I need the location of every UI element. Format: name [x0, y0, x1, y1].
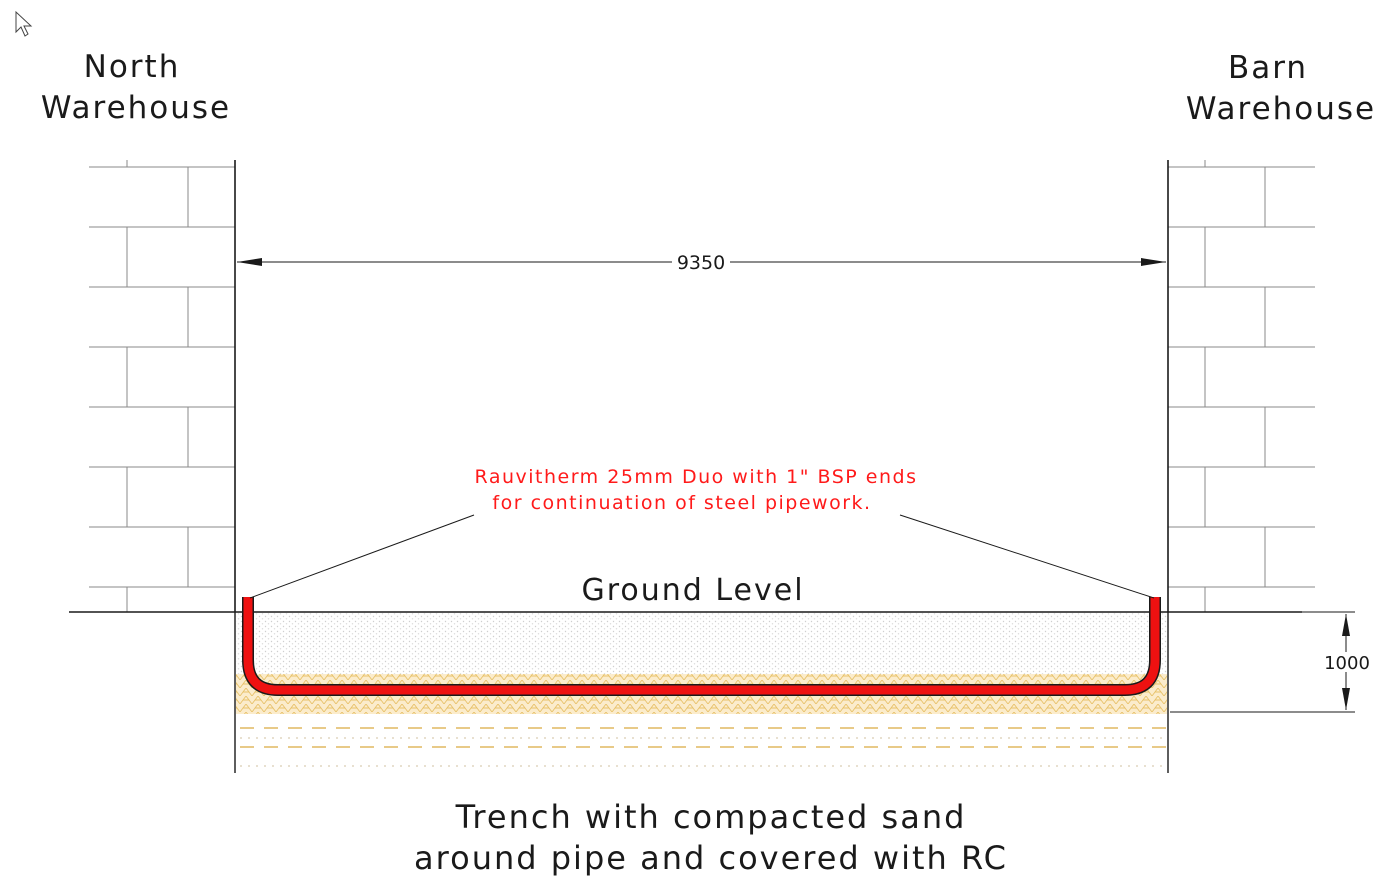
width-dimension: 9350 — [237, 252, 1166, 274]
right-building-label-line1: Barn — [1228, 50, 1308, 86]
right-brick-wall — [1168, 160, 1315, 612]
arrowhead-up-icon — [1342, 614, 1350, 636]
arrowhead-left-icon — [237, 258, 262, 266]
trench-note-line2: around pipe and covered with RC — [414, 839, 1008, 877]
pipe-note-line1: Rauvitherm 25mm Duo with 1" BSP ends — [475, 466, 918, 488]
ground-level-label: Ground Level — [581, 573, 804, 608]
trench-backfill — [236, 613, 1167, 680]
width-dimension-value: 9350 — [677, 252, 725, 274]
left-building-label-line1: North — [84, 49, 181, 85]
left-brick-wall — [89, 160, 235, 612]
pre-insulated-pipe-core — [243, 597, 1160, 695]
compacted-layer — [240, 727, 1166, 748]
arrowhead-right-icon — [1141, 258, 1166, 266]
note-leader-right — [899, 514, 1155, 599]
mouse-pointer-icon — [15, 10, 33, 37]
depth-dimension: 1000 — [1170, 611, 1370, 713]
trench-note-line1: Trench with compacted sand — [455, 798, 967, 836]
compacted-layer-dots — [240, 737, 1166, 767]
right-building-label-line2: Warehouse — [1186, 91, 1376, 127]
left-building-label-line2: Warehouse — [41, 90, 231, 126]
depth-dimension-value: 1000 — [1324, 653, 1370, 674]
arrowhead-down-icon — [1342, 688, 1350, 710]
note-leader-left — [249, 514, 475, 599]
pipe-note-line2: for continuation of steel pipework. — [492, 492, 871, 514]
